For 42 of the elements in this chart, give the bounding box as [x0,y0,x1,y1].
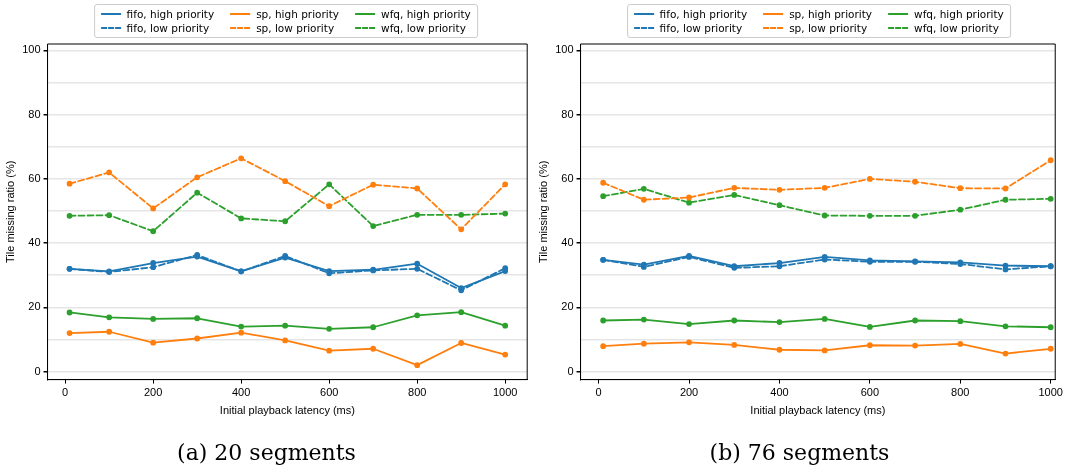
x-tick-label: 1000 [1038,386,1063,399]
text: (b) 76 segments [708,440,891,465]
x-tick-label: 600 [320,386,339,399]
y-tick-label: 0 [567,364,574,377]
legend-label: fifo, low priority [659,22,743,34]
x-tick-label: 400 [231,386,251,399]
legend-label: wfq, low priority [914,22,999,34]
x-tick-label: 1000 [492,386,518,399]
y-tick-label: 20 [561,300,574,313]
x-tick-label: 0 [62,386,69,399]
y-tick-label: 100 [555,43,574,56]
legend-label: fifo, high priority [126,8,215,20]
legend-label: sp, low priority [256,22,335,34]
x-tick-label: 800 [951,386,970,399]
x-tick-label: 200 [679,386,699,399]
x-tick-label: 0 [595,386,602,399]
legend-label: sp, low priority [789,22,868,34]
legend-label: fifo, high priority [659,8,748,20]
legend-label: wfq, low priority [381,22,466,34]
legend-label: wfq, high priority [914,8,1004,20]
text: (a) 20 segments [176,440,357,465]
y-axis-title: Tile missing ratio (%) [3,160,16,263]
y-axis-title: Tile missing ratio (%) [536,160,549,263]
y-tick-label: 40 [561,236,574,249]
y-tick-label: 80 [28,107,41,120]
x-tick-label: 600 [860,386,880,399]
legend-label: fifo, low priority [126,22,210,34]
y-tick-label: 80 [561,107,574,120]
x-axis-title: Initial playback latency (ms) [750,404,886,417]
y-tick-label: 60 [561,171,574,184]
x-tick-label: 400 [770,386,789,399]
legend-label: sp, high priority [256,8,340,20]
y-tick-label: 20 [28,300,41,313]
legend-label: wfq, high priority [381,8,471,20]
y-tick-label: 100 [22,43,41,56]
x-axis-title: Initial playback latency (ms) [219,404,355,417]
y-tick-label: 40 [28,236,41,249]
x-tick-label: 200 [143,386,163,399]
y-tick-label: 0 [34,364,41,377]
y-tick-label: 60 [28,171,41,184]
x-tick-label: 800 [408,386,427,399]
legend-label: sp, high priority [789,8,873,20]
